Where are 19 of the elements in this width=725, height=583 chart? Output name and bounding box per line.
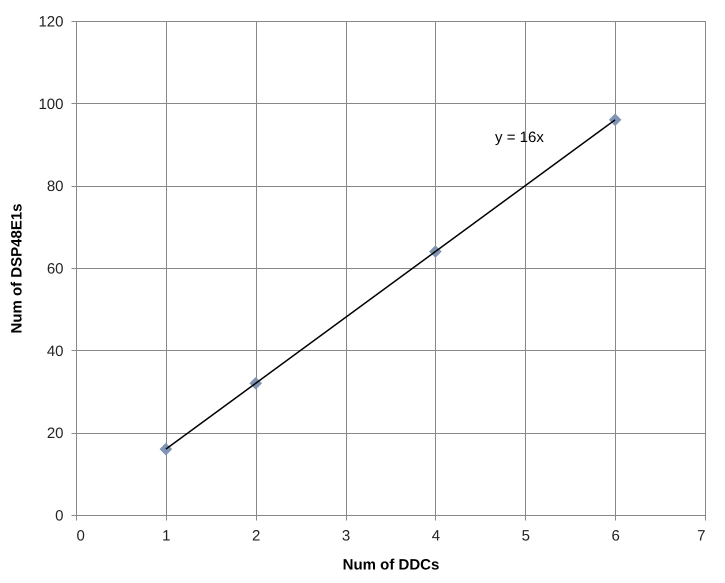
y-tick-label: 120 <box>38 14 64 30</box>
y-tick-label: 40 <box>46 342 64 360</box>
point <box>160 442 172 456</box>
y-tick-label: 20 <box>46 425 64 442</box>
y-tick-label: 80 <box>46 178 64 196</box>
y-tick-label: 60 <box>46 260 64 278</box>
y-tick-label: 100 <box>38 96 64 113</box>
x-tick-label: 5 <box>522 528 530 544</box>
x-tick-label: 4 <box>432 528 440 544</box>
y-axis-title: Num of DSP48E1s <box>8 203 26 334</box>
x-tick-label: 6 <box>611 528 620 544</box>
x-tick-label: 3 <box>342 528 350 544</box>
x-tick-label: 7 <box>697 528 706 544</box>
annotation: y = 16x <box>495 129 544 146</box>
y-tick-label: 0 <box>55 508 64 524</box>
x-axis-title: Num of DDCs <box>342 556 440 574</box>
x-tick-label: 0 <box>76 528 85 544</box>
x-tick-label: 2 <box>252 528 260 544</box>
x-tick-label: 1 <box>162 528 171 544</box>
